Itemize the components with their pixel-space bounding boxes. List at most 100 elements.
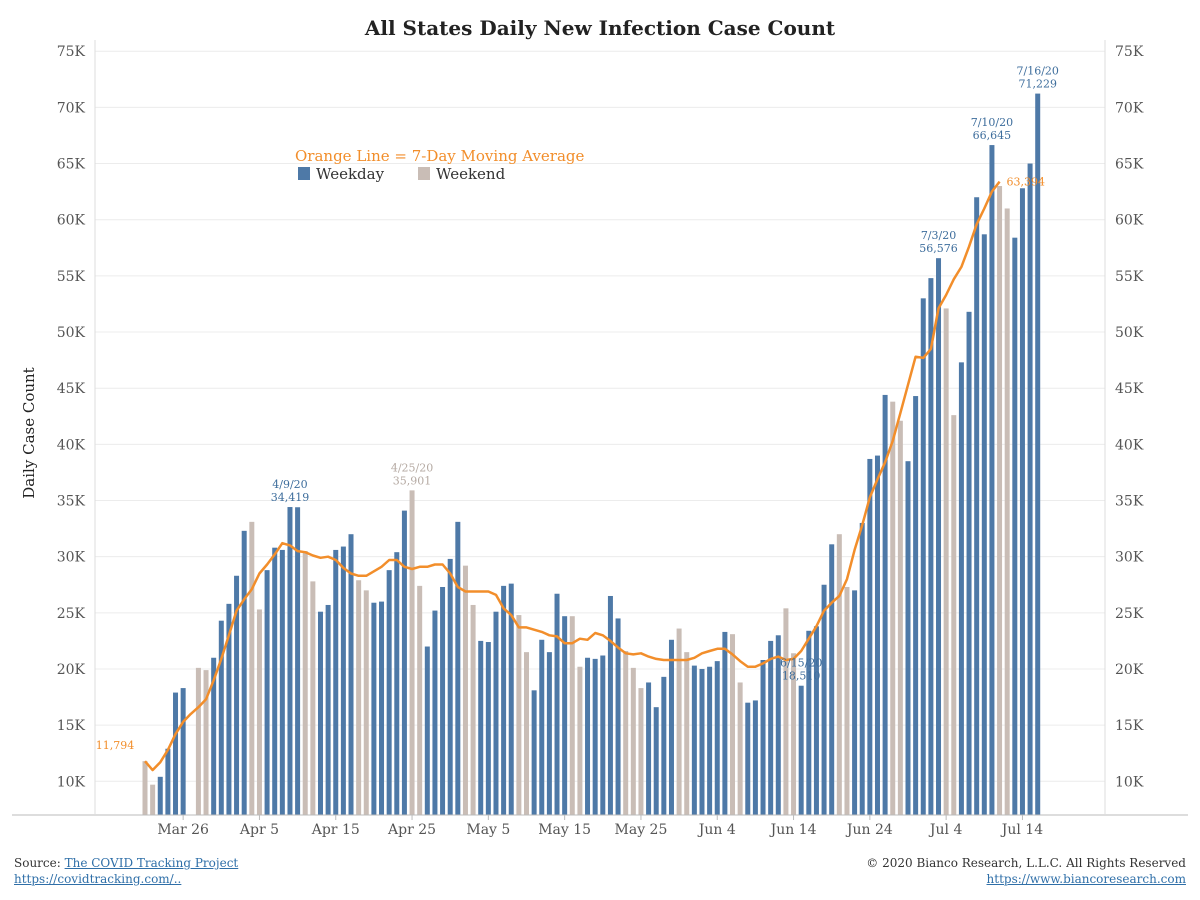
weekend-bar <box>997 186 1003 815</box>
annotation-value: 71,229 <box>1018 78 1057 91</box>
weekday-bar <box>340 546 346 815</box>
weekday-bar <box>287 507 293 815</box>
weekday-bar <box>333 549 339 815</box>
weekday-bar <box>264 570 270 815</box>
weekday-bar <box>722 631 728 815</box>
weekday-bar <box>554 593 560 815</box>
weekday-bar <box>707 666 713 815</box>
bars <box>142 93 1041 816</box>
y-tick-right: 15K <box>1115 718 1144 734</box>
weekday-bar <box>913 396 919 815</box>
weekday-bar <box>531 690 537 815</box>
y-tick-right: 40K <box>1115 437 1144 453</box>
y-tick-left: 30K <box>57 550 86 566</box>
moving-average <box>144 180 1001 772</box>
annotation-value: 18,510 <box>782 670 821 683</box>
y-axis-title: Daily Case Count <box>20 367 38 498</box>
weekday-bar <box>485 642 491 815</box>
weekday-bar <box>966 311 972 815</box>
weekday-bar <box>272 547 278 815</box>
weekend-bar <box>638 688 644 815</box>
weekend-bar <box>951 415 957 815</box>
y-tick-right: 70K <box>1115 100 1144 116</box>
y-tick-left: 60K <box>57 213 86 229</box>
weekend-bar <box>684 652 690 815</box>
annotation-value: 66,645 <box>973 129 1012 142</box>
weekday-bar <box>920 298 926 815</box>
y-tick-right: 60K <box>1115 213 1144 229</box>
weekend-bar <box>249 521 255 815</box>
weekend-bar <box>142 761 148 815</box>
site-link[interactable]: https://www.biancoresearch.com <box>986 872 1186 886</box>
weekday-bar <box>432 610 438 815</box>
weekday-bar <box>539 639 545 815</box>
weekday-bar <box>813 626 819 815</box>
weekday-bar <box>867 458 873 815</box>
y-tick-left: 15K <box>57 718 86 734</box>
weekday-bar <box>447 558 453 815</box>
weekday-bar <box>226 603 232 815</box>
x-tick-label: Jun 14 <box>769 822 817 838</box>
weekday-bar <box>661 676 667 815</box>
weekday-bar <box>173 692 179 815</box>
moving-average-line <box>144 180 1001 772</box>
weekday-bar <box>699 668 705 815</box>
weekend-bar <box>363 590 369 815</box>
weekday-bar <box>165 748 171 815</box>
source-url-link[interactable]: https://covidtracking.com/.. <box>14 872 182 886</box>
weekend-bar <box>409 490 415 815</box>
weekend-bar <box>791 653 797 815</box>
weekday-bar <box>455 521 461 815</box>
weekday-bar <box>691 665 697 815</box>
weekday-bar <box>1019 188 1025 815</box>
source-prefix: Source: <box>14 856 65 870</box>
weekend-bar <box>844 586 850 815</box>
source-link[interactable]: The COVID Tracking Project <box>64 856 239 870</box>
x-tick-label: Jul 4 <box>928 822 963 838</box>
x-tick-label: Mar 26 <box>157 822 209 838</box>
x-tick-label: Jun 4 <box>697 822 736 838</box>
y-tick-right: 65K <box>1115 157 1144 173</box>
weekday-bar <box>905 461 911 815</box>
annotation-value: 34,419 <box>271 491 310 504</box>
annotation-date: 7/16/20 <box>1017 65 1059 78</box>
weekday-bar <box>501 585 507 815</box>
weekday-bar <box>981 234 987 816</box>
weekend-bar <box>310 581 316 815</box>
y-tick-left: 55K <box>57 269 86 285</box>
y-tick-left: 25K <box>57 606 86 622</box>
weekday-bar <box>585 657 591 815</box>
weekday-bar <box>775 635 781 815</box>
y-tick-right: 30K <box>1115 550 1144 566</box>
legend-weekday-swatch <box>298 167 310 180</box>
weekend-bar <box>943 308 949 815</box>
weekday-bar <box>508 583 514 815</box>
footer-source: Source: The COVID Tracking Project https… <box>14 855 238 887</box>
weekend-bar <box>470 604 476 815</box>
weekend-bar <box>256 609 262 815</box>
weekend-bar <box>630 667 636 815</box>
y-tick-right: 10K <box>1115 774 1144 790</box>
x-tick-label: May 25 <box>615 822 668 838</box>
legend-note: Orange Line = 7-Day Moving Average <box>295 147 585 165</box>
x-tick-label: Jun 24 <box>845 822 893 838</box>
weekday-bar <box>821 584 827 815</box>
annotation-value: 35,901 <box>393 474 432 487</box>
weekend-bar <box>1004 208 1010 815</box>
y-tick-left: 75K <box>57 44 86 60</box>
weekday-bar <box>218 620 224 815</box>
y-tick-left: 65K <box>57 157 86 173</box>
moving-average-label: 11,794 <box>96 739 135 752</box>
weekday-bar <box>493 611 499 815</box>
weekend-bar <box>195 667 201 815</box>
weekday-bar <box>653 707 659 815</box>
weekday-bar <box>806 630 812 815</box>
x-axis: Mar 26 Apr 5 Apr 15 Apr 25 May 5 May 15 May 25… <box>157 815 1043 838</box>
weekday-bar <box>371 602 377 815</box>
weekend-bar <box>737 682 743 815</box>
weekday-bar <box>745 702 751 815</box>
weekend-bar <box>623 651 629 815</box>
weekday-bar <box>394 552 400 815</box>
y-tick-right: 50K <box>1115 325 1144 341</box>
weekday-bar <box>546 652 552 815</box>
